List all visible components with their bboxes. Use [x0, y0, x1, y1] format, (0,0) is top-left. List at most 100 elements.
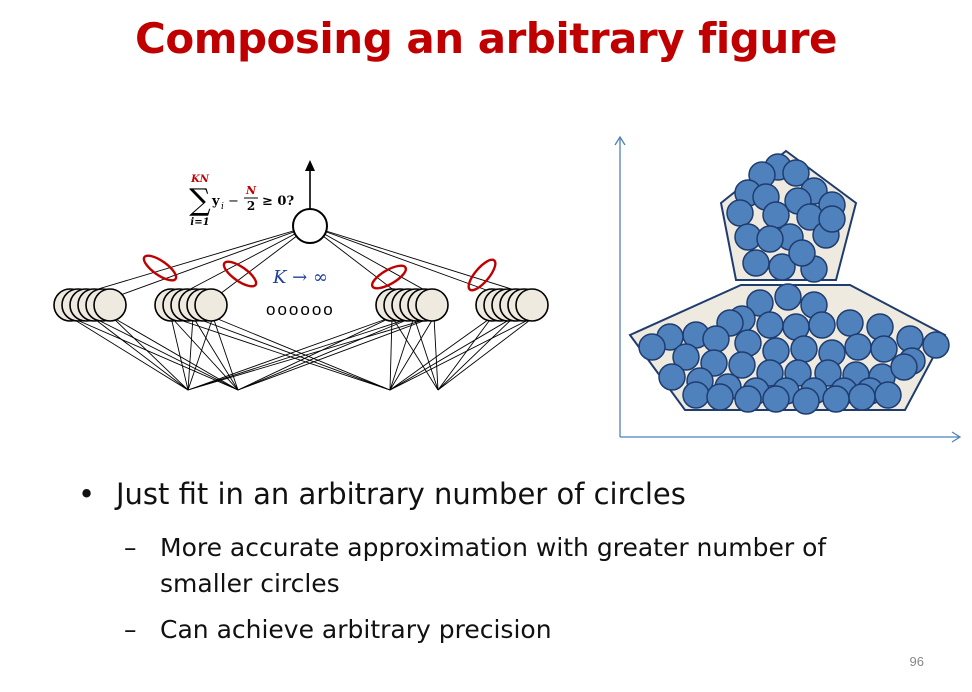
input-neuron	[515, 288, 549, 322]
comparison: ≥ 0?	[262, 194, 294, 209]
sum-lower-limit: i=1	[190, 217, 209, 228]
connection-line	[433, 316, 439, 391]
output-neuron	[292, 208, 328, 244]
packed-circle	[762, 385, 790, 413]
fraction-numerator: N	[245, 184, 257, 197]
packed-circles	[638, 153, 950, 415]
connection-line	[309, 225, 401, 296]
connection-line	[187, 316, 214, 391]
connection-line	[187, 316, 415, 391]
input-neurons	[53, 288, 549, 322]
sum-formula: KN ∑ i=1 y i − N 2 ≥ 0?	[189, 174, 294, 228]
connection-line	[389, 316, 515, 391]
packed-circle	[682, 381, 710, 409]
connection-line	[215, 225, 311, 298]
k-label: K → ∞	[272, 267, 328, 288]
packed-circle	[818, 205, 846, 233]
connection-line	[91, 316, 189, 391]
connection-line	[170, 316, 189, 391]
highlight-ellipse	[370, 264, 408, 290]
slide-title: Composing an arbitrary figure	[135, 14, 837, 63]
connection-line	[170, 316, 391, 391]
sub-bullet-1-line2: smaller circles	[160, 569, 340, 598]
packed-circle	[658, 363, 686, 391]
connection-line	[237, 316, 435, 391]
connection-line	[187, 316, 194, 391]
axes	[614, 135, 962, 443]
input-neuron	[415, 288, 449, 322]
highlight-ellipse	[222, 260, 258, 288]
ellipsis-dots: oooooo	[266, 300, 335, 319]
packed-circle	[768, 253, 796, 281]
packed-circle	[734, 385, 762, 413]
input-neuron	[93, 288, 127, 322]
sum-term-subscript: i	[221, 202, 224, 212]
output-arrow-head	[305, 160, 315, 171]
packed-circle	[762, 201, 790, 229]
connection-line	[192, 316, 391, 391]
x-axis-arrow	[951, 431, 962, 443]
packed-circle	[808, 311, 836, 339]
packed-circle	[890, 353, 918, 381]
page-number: 96	[909, 654, 924, 669]
connection-line	[389, 316, 493, 391]
packed-circle	[728, 351, 756, 379]
connection-line	[389, 316, 393, 391]
packed-circle	[702, 325, 730, 353]
connection-line	[309, 225, 501, 296]
packed-circle	[870, 335, 898, 363]
sub-bullet-dash: –	[124, 615, 137, 644]
sum-term: y	[211, 194, 220, 209]
bullet-main: • Just fit in an arbitrary number of cir…	[78, 474, 958, 514]
connection-line	[77, 225, 311, 296]
connection-line	[391, 316, 439, 391]
packed-circle	[782, 159, 810, 187]
packed-circle	[672, 343, 700, 371]
packed-circle	[788, 239, 816, 267]
connection-line	[437, 316, 535, 391]
packed-circle	[774, 283, 802, 311]
connection-line	[69, 316, 189, 391]
connection-line	[437, 316, 493, 391]
packed-circle	[922, 331, 950, 359]
highlight-ellipse	[142, 254, 178, 282]
packed-circle	[848, 383, 876, 411]
connection-line	[237, 316, 393, 391]
bullet-main-text: Just fit in an arbitrary number of circl…	[116, 477, 686, 511]
sub-bullet-dash: –	[124, 533, 137, 562]
connection-line	[212, 316, 239, 391]
bullet-list: • Just fit in an arbitrary number of cir…	[78, 474, 958, 648]
connection-line	[187, 316, 435, 391]
highlight-ellipse	[467, 258, 497, 292]
packed-circle	[742, 249, 770, 277]
sum-upper-limit: KN	[190, 174, 210, 185]
connection-line	[114, 225, 311, 298]
fraction-denominator: 2	[247, 199, 255, 213]
connection-line	[69, 316, 239, 391]
packed-circle	[790, 335, 818, 363]
packed-circle	[844, 333, 872, 361]
y-axis-arrow	[614, 135, 626, 146]
sum-symbol: ∑	[189, 183, 211, 218]
connection-line	[413, 316, 439, 391]
connection-line	[389, 316, 415, 391]
network-diagram: KN ∑ i=1 y i − N 2 ≥ 0? K → ∞ oooooo	[53, 160, 549, 391]
minus-sign: −	[228, 194, 239, 209]
sub-bullet-2-text: Can achieve arbitrary precision	[160, 615, 552, 644]
packed-circle	[756, 311, 784, 339]
packed-circle	[822, 385, 850, 413]
packed-circle	[638, 333, 666, 361]
input-neuron	[194, 288, 228, 322]
packed-circle	[726, 199, 754, 227]
connection-line	[309, 225, 438, 298]
connection-line	[437, 316, 515, 391]
connection-line	[91, 316, 239, 391]
connection-line	[389, 316, 535, 391]
connection-line	[111, 316, 239, 391]
sub-bullet-1: – More accurate approximation with great…	[78, 530, 958, 602]
connection-line	[178, 225, 311, 296]
connection-line	[309, 225, 538, 298]
packed-circle	[706, 383, 734, 411]
connection-line	[187, 316, 393, 391]
connection-line	[111, 316, 189, 391]
